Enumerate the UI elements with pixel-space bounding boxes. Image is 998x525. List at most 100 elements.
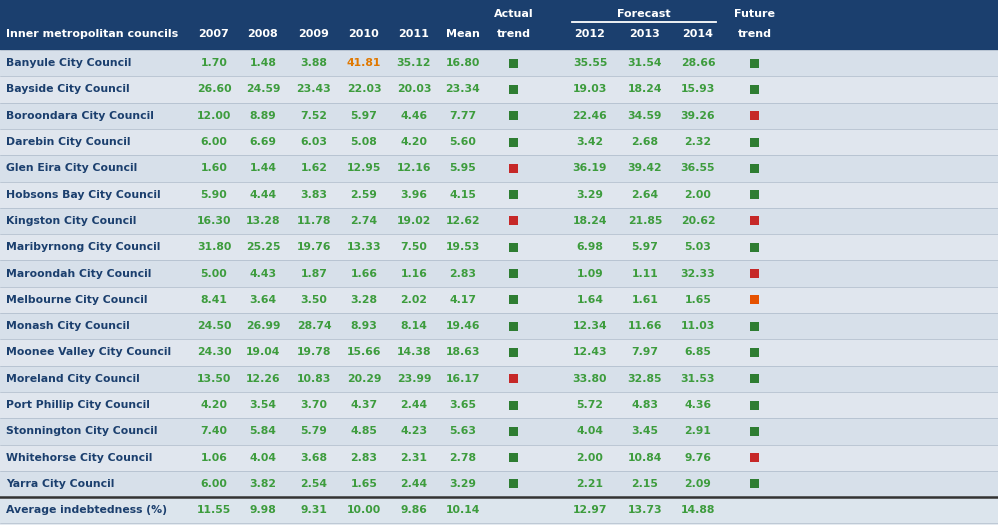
Text: 5.60: 5.60 (449, 137, 476, 147)
Bar (750, 85, 759, 94)
Text: 14.38: 14.38 (397, 348, 431, 358)
Text: 1.64: 1.64 (577, 295, 604, 305)
Bar (0, 287, 998, 313)
Text: 8.93: 8.93 (350, 321, 377, 331)
Text: 5.63: 5.63 (449, 426, 476, 436)
Text: 12.62: 12.62 (446, 216, 480, 226)
Text: Hobsons Bay City Council: Hobsons Bay City Council (6, 190, 161, 200)
Text: 20.29: 20.29 (346, 374, 381, 384)
Bar (750, 164, 759, 173)
Text: 6.00: 6.00 (201, 479, 228, 489)
Text: 20.03: 20.03 (397, 85, 431, 94)
Text: 3.64: 3.64 (250, 295, 276, 305)
Bar (510, 216, 519, 225)
Text: 12.43: 12.43 (573, 348, 608, 358)
Bar (750, 111, 759, 120)
Text: 2008: 2008 (248, 29, 278, 39)
Text: 11.03: 11.03 (681, 321, 716, 331)
Text: Moreland City Council: Moreland City Council (6, 374, 140, 384)
Text: Port Phillip City Council: Port Phillip City Council (6, 400, 150, 410)
Text: 3.82: 3.82 (250, 479, 276, 489)
Text: 1.11: 1.11 (632, 269, 659, 279)
Text: Actual: Actual (494, 9, 534, 19)
Text: 24.30: 24.30 (197, 348, 232, 358)
Bar (510, 164, 519, 173)
Text: 26.60: 26.60 (197, 85, 232, 94)
Text: 20.62: 20.62 (681, 216, 716, 226)
Text: 2.21: 2.21 (577, 479, 604, 489)
Bar (510, 374, 519, 383)
Bar (0, 182, 998, 208)
Text: 10.00: 10.00 (347, 505, 381, 515)
Bar (0, 497, 998, 523)
Text: 39.26: 39.26 (681, 111, 716, 121)
Bar (0, 365, 998, 392)
Text: 3.83: 3.83 (300, 190, 327, 200)
Text: 1.65: 1.65 (685, 295, 712, 305)
Bar (750, 138, 759, 146)
Text: 2.74: 2.74 (350, 216, 377, 226)
Text: 2.68: 2.68 (632, 137, 659, 147)
Bar (0, 418, 998, 445)
Text: Stonnington City Council: Stonnington City Council (6, 426, 158, 436)
Text: 5.95: 5.95 (450, 163, 476, 173)
Text: 1.87: 1.87 (300, 269, 327, 279)
Text: 2.31: 2.31 (400, 453, 427, 463)
Text: 16.30: 16.30 (197, 216, 232, 226)
Text: 2.15: 2.15 (632, 479, 659, 489)
Text: 6.98: 6.98 (577, 242, 604, 252)
Text: 2009: 2009 (298, 29, 329, 39)
Text: 9.76: 9.76 (685, 453, 712, 463)
Bar (510, 85, 519, 94)
Text: 2.54: 2.54 (300, 479, 327, 489)
Text: 4.85: 4.85 (350, 426, 377, 436)
Text: Future: Future (735, 9, 775, 19)
Bar (0, 471, 998, 497)
Bar (510, 59, 519, 68)
Text: 9.31: 9.31 (300, 505, 327, 515)
Text: 19.04: 19.04 (246, 348, 280, 358)
Bar (750, 243, 759, 252)
Text: 3.54: 3.54 (250, 400, 276, 410)
Text: 8.89: 8.89 (250, 111, 276, 121)
Text: 10.84: 10.84 (628, 453, 663, 463)
Text: 28.66: 28.66 (681, 58, 716, 68)
Text: 13.50: 13.50 (197, 374, 232, 384)
Text: 19.02: 19.02 (397, 216, 431, 226)
Bar (750, 453, 759, 462)
Text: 2.09: 2.09 (685, 479, 712, 489)
Text: 7.52: 7.52 (300, 111, 327, 121)
Text: 4.20: 4.20 (400, 137, 427, 147)
Text: 8.14: 8.14 (400, 321, 427, 331)
Text: 2.32: 2.32 (685, 137, 712, 147)
Bar (510, 190, 519, 199)
Text: 2.44: 2.44 (400, 479, 427, 489)
Bar (0, 0, 998, 50)
Text: 34.59: 34.59 (628, 111, 663, 121)
Text: 1.09: 1.09 (577, 269, 604, 279)
Text: 9.98: 9.98 (250, 505, 276, 515)
Text: 2013: 2013 (630, 29, 661, 39)
Bar (750, 322, 759, 331)
Text: Maroondah City Council: Maroondah City Council (6, 269, 152, 279)
Text: 3.42: 3.42 (577, 137, 604, 147)
Text: 12.00: 12.00 (197, 111, 232, 121)
Bar (0, 76, 998, 102)
Text: 11.55: 11.55 (197, 505, 232, 515)
Text: 5.08: 5.08 (350, 137, 377, 147)
Text: 8.41: 8.41 (201, 295, 228, 305)
Text: 12.16: 12.16 (397, 163, 431, 173)
Text: 12.95: 12.95 (347, 163, 381, 173)
Text: 3.28: 3.28 (350, 295, 377, 305)
Text: 35.12: 35.12 (397, 58, 431, 68)
Text: 2.44: 2.44 (400, 400, 427, 410)
Text: 15.93: 15.93 (681, 85, 716, 94)
Bar (510, 479, 519, 488)
Text: 7.40: 7.40 (201, 426, 228, 436)
Text: 7.77: 7.77 (449, 111, 477, 121)
Text: 4.04: 4.04 (250, 453, 276, 463)
Text: 2.78: 2.78 (449, 453, 476, 463)
Text: 4.37: 4.37 (350, 400, 377, 410)
Text: 1.66: 1.66 (350, 269, 377, 279)
Bar (750, 427, 759, 436)
